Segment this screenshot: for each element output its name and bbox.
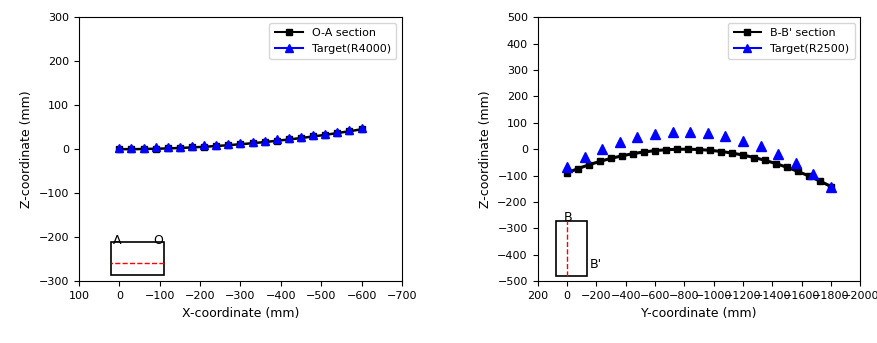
Text: O: O <box>153 234 162 247</box>
Text: B: B <box>563 212 572 224</box>
Text: A: A <box>113 234 122 247</box>
Bar <box>555 221 586 276</box>
Legend: B-B' section, Target(R2500): B-B' section, Target(R2500) <box>727 23 854 59</box>
Y-axis label: Z-coordinate (mm): Z-coordinate (mm) <box>20 91 33 208</box>
X-axis label: Y-coordinate (mm): Y-coordinate (mm) <box>640 307 756 320</box>
Bar <box>111 242 164 275</box>
X-axis label: X-coordinate (mm): X-coordinate (mm) <box>182 307 299 320</box>
Text: B': B' <box>589 258 601 271</box>
Y-axis label: Z-coordinate (mm): Z-coordinate (mm) <box>478 91 491 208</box>
Legend: O-A section, Target(R4000): O-A section, Target(R4000) <box>269 23 396 59</box>
